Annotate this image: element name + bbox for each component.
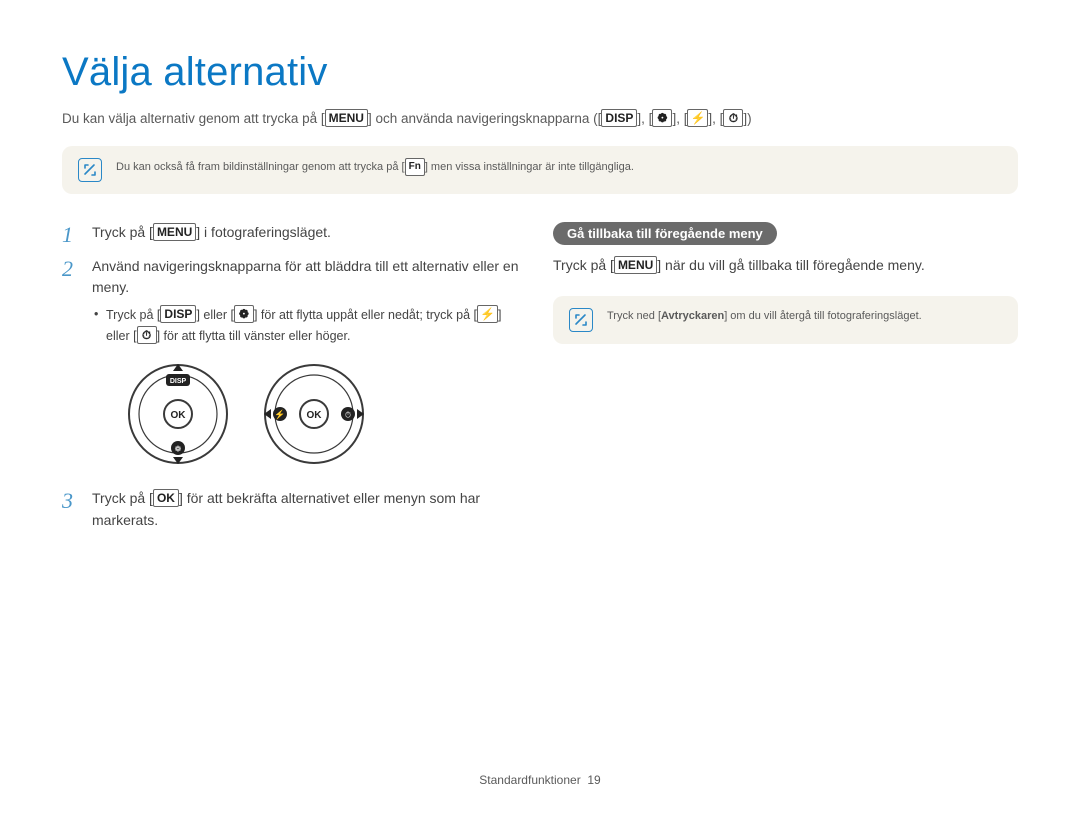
intro-sep2: ], [ — [672, 111, 687, 126]
right-instruction: Tryck på [MENU] när du vill gå tillbaka … — [553, 255, 1018, 276]
dial-macro-badge: ❁ — [175, 444, 182, 453]
step-1: Tryck på [MENU] i fotograferingsläget. — [62, 222, 527, 244]
intro-text-end: ]) — [743, 111, 751, 126]
note-icon-right — [569, 308, 593, 332]
disp-key: DISP — [601, 109, 637, 127]
note-box-top: Du kan också få fram bildinställningar g… — [62, 146, 1018, 194]
menu-key: MENU — [325, 109, 368, 127]
fn-key: Fn — [405, 158, 425, 176]
footer-page: 19 — [587, 773, 600, 787]
note2-pre: Tryck ned [ — [607, 310, 661, 322]
note-text-right: Tryck ned [Avtryckaren] om du vill återg… — [607, 308, 922, 325]
dial-ok-label: OK — [171, 410, 187, 421]
shutter-key: Avtryckaren — [661, 310, 724, 322]
step-3: Tryck på [OK] för att bekräfta alternati… — [62, 488, 527, 531]
dial-vertical: OK DISP ❁ — [126, 362, 230, 466]
right-column: Gå tillbaka till föregående meny Tryck p… — [553, 222, 1018, 543]
s2b-mid1: ] eller [ — [196, 308, 234, 322]
dial-timer-badge: ⏱ — [345, 410, 351, 419]
intro-text-mid: ] och använda navigeringsknapparna ([ — [368, 111, 601, 126]
page-title: Välja alternativ — [62, 50, 1018, 95]
dial-flash-badge: ⚡ — [274, 408, 285, 420]
disp-key-step2: DISP — [160, 305, 196, 323]
s2b-post: ] för att flytta till vänster eller höge… — [157, 329, 351, 343]
macro-icon: ❁ — [652, 109, 672, 127]
menu-key-step1: MENU — [153, 223, 196, 241]
right-line-pre: Tryck på [ — [553, 257, 614, 273]
note1-post: ] men vissa inställningar är inte tillgä… — [425, 161, 634, 173]
left-column: Tryck på [MENU] i fotograferingsläget. A… — [62, 222, 527, 543]
s2b-pre: Tryck på [ — [106, 308, 160, 322]
note-icon — [78, 158, 102, 182]
step2-main: Använd navigeringsknapparna för att bläd… — [92, 258, 518, 296]
intro-sep1: ], [ — [637, 111, 652, 126]
intro-paragraph: Du kan välja alternativ genom att trycka… — [62, 109, 1018, 129]
note2-post: ] om du vill återgå till fotograferingsl… — [724, 310, 922, 322]
flash-icon: ⚡ — [687, 109, 708, 127]
intro-text-pre: Du kan välja alternativ genom att trycka… — [62, 111, 325, 126]
dial-horizontal: OK ⚡ ⏱ — [262, 362, 366, 466]
dial-disp-badge: DISP — [170, 378, 187, 385]
step-2: Använd navigeringsknapparna för att bläd… — [62, 256, 527, 466]
step2-bullet: Tryck på [DISP] eller [❁] för att flytta… — [92, 305, 527, 346]
step1-pre: Tryck på [ — [92, 224, 153, 240]
page-footer: Standardfunktioner 19 — [0, 773, 1080, 787]
timer-icon-step2: ⏱ — [137, 326, 157, 344]
ok-key-step3: OK — [153, 489, 179, 507]
subsection-pill: Gå tillbaka till föregående meny — [553, 222, 777, 245]
note1-pre: Du kan också få fram bildinställningar g… — [116, 161, 405, 173]
intro-sep3: ], [ — [708, 111, 723, 126]
flash-icon-step2: ⚡ — [477, 305, 498, 323]
step1-post: ] i fotograferingsläget. — [196, 224, 331, 240]
footer-label: Standardfunktioner — [479, 773, 580, 787]
menu-key-right: MENU — [614, 256, 657, 274]
dial2-ok-label: OK — [307, 410, 323, 421]
note-box-right: Tryck ned [Avtryckaren] om du vill återg… — [553, 296, 1018, 344]
note-text-top: Du kan också få fram bildinställningar g… — [116, 158, 634, 176]
timer-icon: ⏱ — [723, 109, 743, 127]
right-line-post: ] när du vill gå tillbaka till föregåend… — [657, 257, 924, 273]
macro-icon-step2: ❁ — [234, 305, 254, 323]
s2b-mid2: ] för att flytta uppåt eller nedåt; tryc… — [254, 308, 477, 322]
step3-pre: Tryck på [ — [92, 490, 153, 506]
dial-illustrations: OK DISP ❁ OK — [126, 362, 527, 466]
